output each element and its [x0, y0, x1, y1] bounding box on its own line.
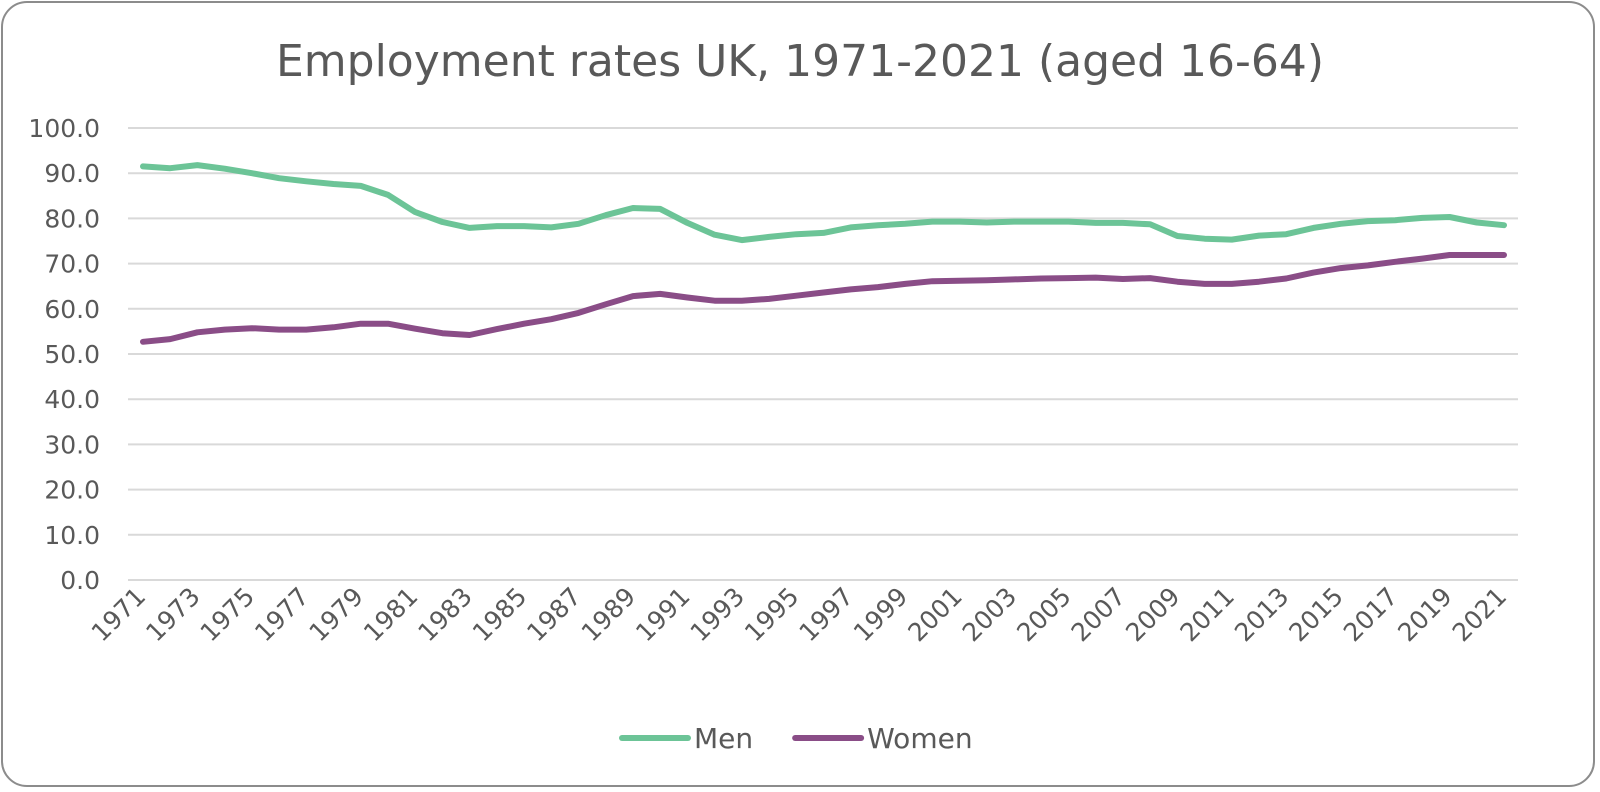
- x-tick-label: 2007: [1066, 582, 1131, 647]
- legend-item-men: Men: [619, 722, 753, 755]
- plot-area: [140, 162, 1507, 345]
- y-tick-label: 60.0: [44, 295, 100, 324]
- y-axis-labels: 0.0 10.0 20.0 30.0 40.0 50.0 60.0 70.0 80.0 90.0 1…: [28, 114, 100, 595]
- legend-label: Men: [694, 722, 753, 755]
- x-tick-label: 2005: [1011, 582, 1076, 647]
- y-tick-label: 10.0: [44, 521, 100, 550]
- legend: Men Women: [619, 722, 973, 755]
- legend-label: Women: [867, 722, 972, 755]
- y-tick-label: 50.0: [44, 340, 100, 369]
- x-tick-label: 2013: [1229, 582, 1294, 647]
- x-tick-label: 1999: [848, 582, 913, 647]
- x-tick-label: 2015: [1283, 582, 1348, 647]
- y-tick-label: 30.0: [44, 430, 100, 459]
- x-tick-label: 1975: [195, 582, 260, 647]
- x-tick-label: 1993: [685, 582, 750, 647]
- gridlines: [128, 127, 1518, 581]
- x-tick-label: 1979: [304, 582, 369, 647]
- x-tick-label: 1989: [576, 582, 641, 647]
- x-tick-label: 2019: [1392, 582, 1457, 647]
- x-tick-label: 1983: [412, 582, 477, 647]
- chart-title: Employment rates UK, 1971-2021 (aged 16-…: [276, 36, 1324, 87]
- y-tick-label: 40.0: [44, 385, 100, 414]
- y-tick-label: 0.0: [60, 566, 100, 595]
- x-tick-label: 2021: [1447, 582, 1512, 647]
- x-tick-label: 2017: [1338, 582, 1403, 647]
- x-tick-label: 1991: [630, 582, 695, 647]
- series-line-men: [140, 162, 1507, 244]
- x-tick-label: 2001: [902, 582, 967, 647]
- x-tick-label: 1987: [521, 582, 586, 647]
- y-tick-label: 100.0: [28, 114, 100, 143]
- series-line-women: [140, 252, 1507, 345]
- x-tick-label: 2003: [957, 582, 1022, 647]
- x-tick-label: 2009: [1120, 582, 1185, 647]
- legend-item-women: Women: [792, 722, 973, 755]
- x-tick-label: 1981: [358, 582, 423, 647]
- x-tick-label: 2011: [1175, 582, 1240, 647]
- x-axis-labels: 1971197319751977197919811983198519871989…: [86, 582, 1512, 647]
- x-tick-label: 1973: [140, 582, 205, 647]
- y-tick-label: 80.0: [44, 204, 100, 233]
- y-tick-label: 90.0: [44, 159, 100, 188]
- y-tick-label: 70.0: [44, 250, 100, 279]
- x-tick-label: 1995: [739, 582, 804, 647]
- x-tick-label: 1997: [793, 582, 858, 647]
- x-tick-label: 1977: [249, 582, 314, 647]
- y-tick-label: 20.0: [44, 476, 100, 505]
- x-tick-label: 1985: [467, 582, 532, 647]
